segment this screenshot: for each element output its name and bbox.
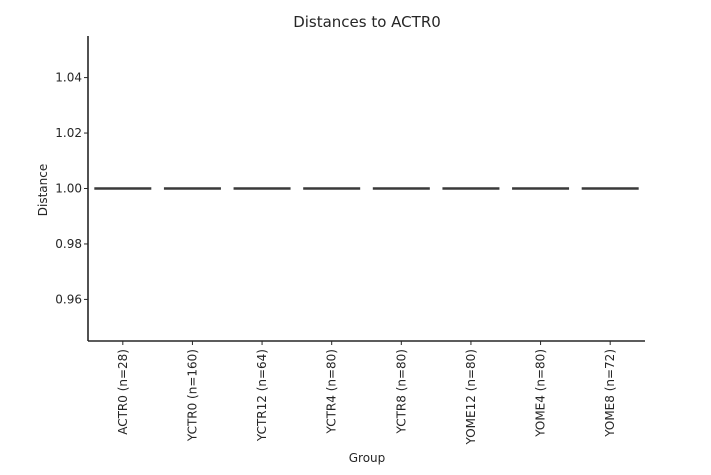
x-tick-label: YOME12 (n=80) [464,349,478,445]
box-5 [372,187,430,190]
box-8 [581,187,639,190]
x-tick-label: YOME4 (n=80) [534,349,548,438]
chart-title: Distances to ACTR0 [293,13,441,31]
box-2 [163,187,221,190]
y-tick-label: 1.00 [55,182,82,196]
x-tick-label: YCTR8 (n=80) [394,349,408,434]
x-axis-label: Group [349,451,386,465]
box-6 [442,187,500,190]
x-tick-label: YCTR12 (n=64) [255,349,269,442]
box-7 [512,187,570,190]
x-tick-label: YCTR0 (n=160) [185,349,199,442]
plot-area: 0.96 0.98 1.00 1.02 1.04 ACTR0 (n=28) YCTR0 (n… [55,71,639,445]
box-1 [94,187,152,190]
x-tick-label: ACTR0 (n=28) [116,349,130,435]
box-3 [233,187,291,190]
y-tick-label: 0.96 [55,292,82,306]
box-4 [303,187,361,190]
y-tick-label: 1.02 [55,126,82,140]
x-tick-label: YCTR4 (n=80) [325,349,339,434]
x-tick-label: YOME8 (n=72) [603,349,617,438]
y-tick-label: 1.04 [55,71,82,85]
y-axis-label: Distance [36,164,50,216]
y-tick-label: 0.98 [55,237,82,251]
